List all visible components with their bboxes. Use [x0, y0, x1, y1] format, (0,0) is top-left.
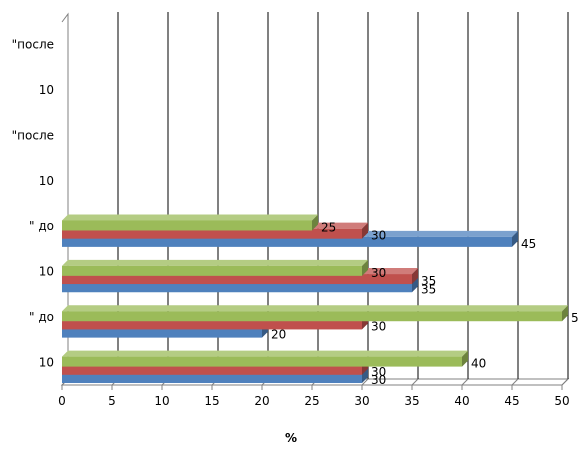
bar-front-face — [62, 356, 462, 367]
floor-line — [411, 378, 419, 386]
bar-front-face — [62, 228, 362, 239]
bar-end-face — [462, 350, 468, 367]
data-label: 30 — [371, 319, 386, 333]
x-tick-label: 25 — [304, 394, 319, 408]
x-tick-label: 35 — [404, 394, 419, 408]
data-label: 40 — [471, 357, 486, 371]
x-axis-title: % — [285, 431, 297, 445]
bar-front-face — [62, 311, 562, 322]
bar-front-face — [62, 364, 362, 375]
bar-front-face — [62, 373, 362, 383]
data-label: 25 — [321, 220, 336, 234]
x-tick-label: 20 — [254, 394, 269, 408]
bar-end-face — [562, 305, 568, 322]
bar — [62, 305, 568, 322]
floor-line — [461, 378, 469, 386]
bar-end-face — [412, 268, 418, 285]
bar-front-face — [62, 282, 412, 293]
x-tick-label: 15 — [204, 394, 219, 408]
bar — [62, 214, 318, 231]
x-axis: 0 5 10 15 20 25 30 35 40 45 50 — [58, 384, 570, 408]
bar-top-face — [62, 259, 368, 266]
data-label: 35 — [421, 282, 436, 296]
bar-front-face — [62, 265, 362, 276]
x-tick-label: 10 — [154, 394, 169, 408]
bar-top-face — [62, 350, 468, 357]
data-label: 20 — [271, 328, 286, 342]
x-tick-label: 0 — [58, 394, 66, 408]
category-label: "после — [12, 128, 54, 142]
category-label: 10 — [39, 174, 54, 188]
x-tick-label: 40 — [454, 394, 469, 408]
data-label: 30 — [371, 373, 386, 387]
floor-line — [361, 378, 369, 386]
bar-end-face — [412, 276, 418, 293]
category-label: " до — [29, 219, 54, 233]
bar-front-face — [62, 319, 362, 330]
bar-front-face — [62, 236, 512, 247]
x-tick-label: 50 — [554, 394, 569, 408]
category-label: "после — [12, 38, 54, 52]
data-label: 30 — [371, 266, 386, 280]
data-label: 35 — [421, 274, 436, 288]
bar-end-face — [512, 230, 518, 247]
data-label: 5 — [571, 311, 579, 325]
bar-end-face — [362, 367, 368, 383]
bar — [62, 350, 468, 367]
bar-end-face — [362, 259, 368, 276]
bar-front-face — [62, 327, 262, 338]
bars — [62, 214, 568, 383]
data-label: 45 — [521, 237, 536, 251]
bar — [62, 259, 368, 276]
bar-front-face — [62, 274, 412, 285]
x-tick-label: 45 — [504, 394, 519, 408]
y-axis: 10 " до 10 " до 10 "после 10 "после — [12, 38, 54, 370]
bar-end-face — [312, 214, 318, 231]
data-label: 30 — [371, 229, 386, 243]
bar-end-face — [362, 222, 368, 239]
category-label: 10 — [39, 265, 54, 279]
category-label: " до — [29, 310, 54, 324]
x-tick-label: 30 — [354, 394, 369, 408]
category-label: 10 — [39, 83, 54, 97]
floor-line — [511, 378, 519, 386]
bar-top-face — [62, 214, 318, 221]
bar-front-face — [62, 220, 312, 231]
x-tick-label: 5 — [108, 394, 116, 408]
category-label: 10 — [39, 355, 54, 369]
bar-top-face — [62, 305, 568, 312]
data-label: 30 — [371, 365, 386, 379]
floor-line — [561, 378, 569, 386]
